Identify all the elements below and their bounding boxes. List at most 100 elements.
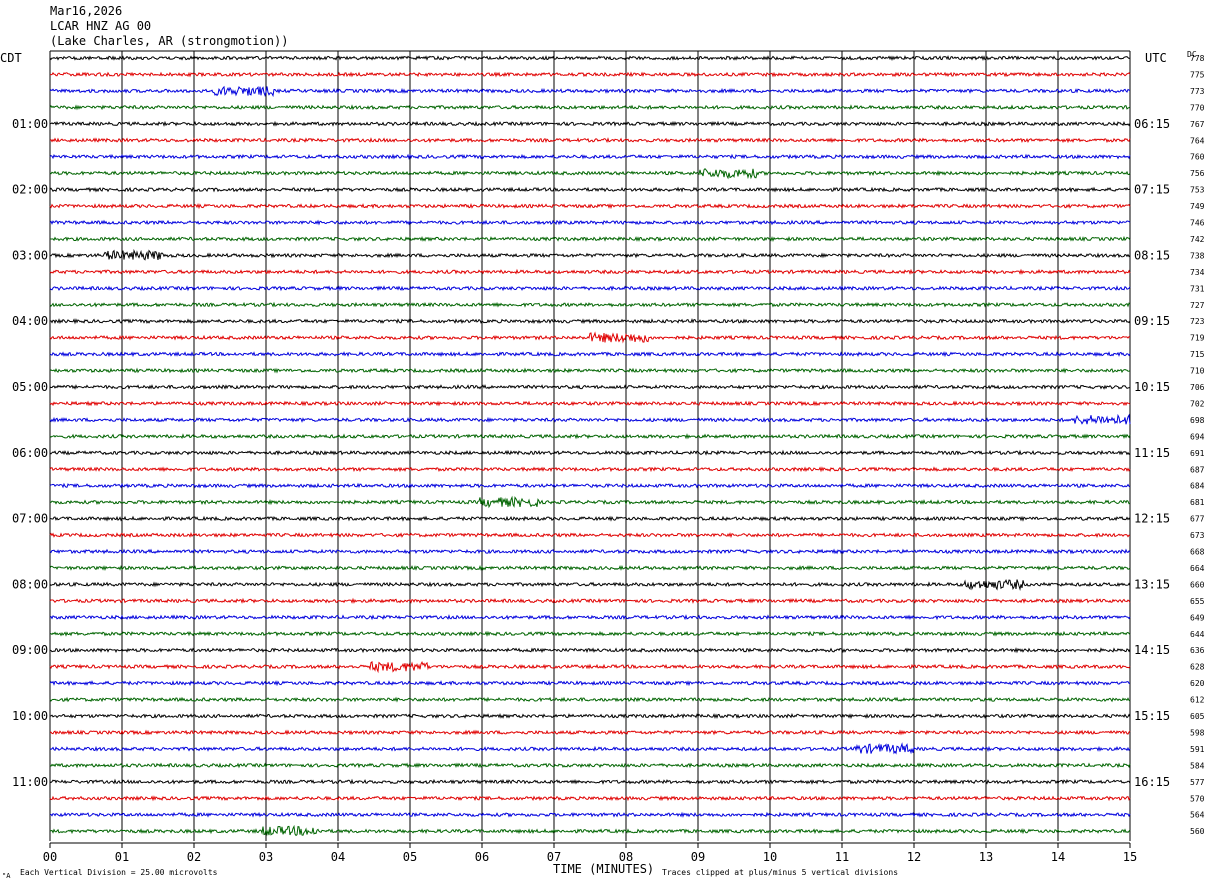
x-tick-label: 04 [331,850,345,864]
cdt-hour-label: 05:00 [12,380,48,394]
cdt-hour-label: 04:00 [12,314,48,328]
trace-line [49,742,1131,755]
utc-hour-label: 14:15 [1134,643,1170,657]
dc-offset-label: 660 [1190,580,1205,589]
cdt-hour-label: 09:00 [12,643,48,657]
trace-line [49,795,1131,802]
trace-line [49,331,1131,344]
dc-offset-label: 764 [1190,136,1205,145]
x-tick-label: 10 [763,850,777,864]
corner-mark: "A [2,872,11,880]
dc-offset-label: 691 [1190,449,1205,458]
dc-offset-label: 715 [1190,350,1205,359]
trace-line [49,153,1131,160]
cdt-hour-label: 08:00 [12,577,48,591]
trace-line [49,647,1131,654]
cdt-hour-label: 03:00 [12,248,48,262]
axes [49,50,1131,848]
trace-line [49,202,1131,210]
trace-line [49,384,1131,390]
x-tick-label: 09 [691,850,705,864]
labels: 00 01 02 03 04 05 06 07 08 09 10 11 12 13 14 15 CDT UTC DC… [0,50,1205,880]
trace-line [49,597,1131,604]
trace-line [49,235,1131,242]
x-tick-label: 06 [475,850,489,864]
trace-line [49,219,1131,226]
dc-offset-label: 770 [1190,103,1205,112]
dc-offset-label: 673 [1190,531,1205,540]
dc-offset-label: 778 [1190,54,1205,63]
dc-offset-label: 698 [1190,416,1205,425]
header-station: LCAR HNZ AG 00 [50,19,152,33]
utc-hour-label: 10:15 [1134,380,1170,394]
dc-offset-label: 706 [1190,383,1205,392]
x-tick-label: 13 [979,850,993,864]
dc-offset-label: 564 [1190,811,1205,820]
dc-offset-label: 694 [1190,432,1205,441]
trace-line [49,413,1131,425]
dc-offset-label: 664 [1190,564,1205,573]
left-axis-label: CDT [0,51,22,65]
x-tick-label: 01 [115,850,129,864]
dc-offset-label: 560 [1190,827,1205,836]
dc-offset-label: 570 [1190,794,1205,803]
trace-line [49,248,1131,261]
trace-line [49,661,1131,674]
trace-line [49,811,1131,818]
dc-offset-label: 760 [1190,153,1205,162]
dc-offset-label: 719 [1190,334,1205,343]
trace-line [49,186,1131,193]
dc-offset-label: 687 [1190,465,1205,474]
x-tick-label: 12 [907,850,921,864]
dc-offset-label: 738 [1190,251,1205,260]
trace-line [49,351,1131,358]
dc-offset-label: 598 [1190,728,1205,737]
utc-hour-label: 15:15 [1134,709,1170,723]
x-tick-label: 03 [259,850,273,864]
trace-line [49,824,1131,837]
dc-offset-label: 742 [1190,235,1205,244]
trace-line [49,433,1131,440]
x-axis-title: TIME (MINUTES) [553,862,654,876]
trace-line [49,137,1131,144]
trace-line [49,55,1131,62]
trace-line [49,167,1131,180]
utc-hour-label: 12:15 [1134,512,1170,526]
dc-offset-label: 749 [1190,202,1205,211]
dc-offset-label: 677 [1190,515,1205,524]
x-tick-label: 11 [835,850,849,864]
utc-hour-label: 09:15 [1134,314,1170,328]
header-location: (Lake Charles, AR (strongmotion)) [50,34,289,48]
dc-offset-label: 753 [1190,186,1205,195]
trace-line [49,532,1131,539]
utc-hour-label: 08:15 [1134,248,1170,262]
trace-line [49,301,1131,308]
cdt-hour-label: 06:00 [12,446,48,460]
right-axis-label: UTC [1145,51,1167,65]
x-tick-label: 07 [547,850,561,864]
utc-hour-label: 11:15 [1134,446,1170,460]
trace-line [49,778,1131,785]
trace-line [50,515,1131,522]
minute-gridlines [49,51,1131,841]
trace-line [49,578,1131,592]
trace-line [49,729,1131,736]
trace-line [49,495,1131,509]
x-tick-label: 14 [1051,850,1065,864]
trace-line [49,318,1131,325]
trace-line [49,449,1131,456]
dc-offset-label: 605 [1190,712,1205,721]
trace-line [49,466,1131,473]
dc-offset-label: 723 [1190,317,1205,326]
dc-offset-label: 636 [1190,646,1205,655]
clip-note: Traces clipped at plus/minus 5 vertical … [662,868,898,877]
trace-line [49,713,1131,720]
x-tick-label: 05 [403,850,417,864]
cdt-hour-label: 01:00 [12,117,48,131]
cdt-hour-label: 11:00 [12,775,48,789]
dc-offset-label: 649 [1190,613,1205,622]
dc-offset-label: 727 [1190,301,1205,310]
trace-line [49,680,1131,687]
utc-hour-label: 06:15 [1134,117,1170,131]
dc-offset-label: 628 [1190,663,1205,672]
